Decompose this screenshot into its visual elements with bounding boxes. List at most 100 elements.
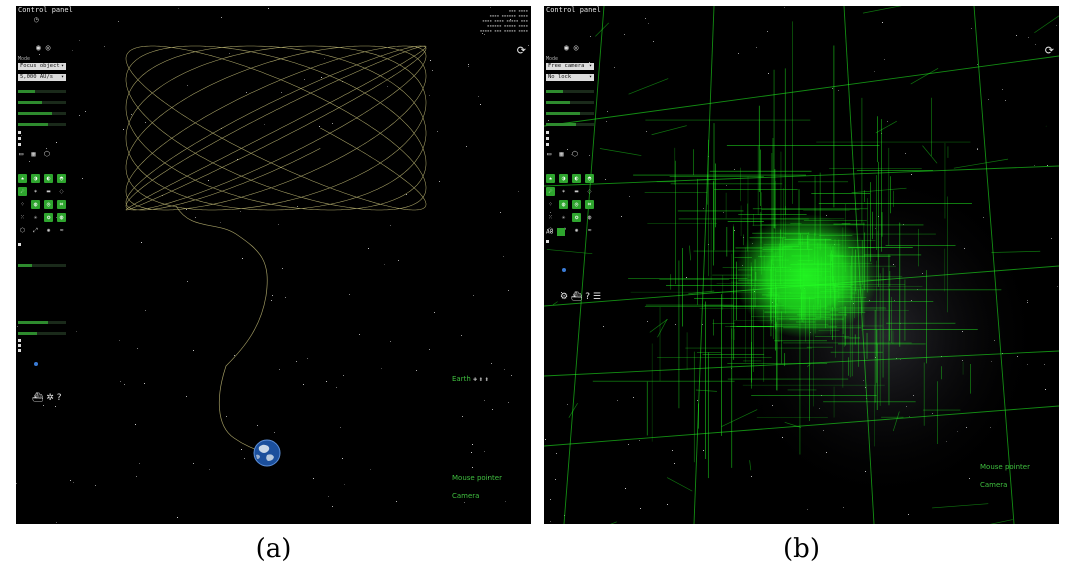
star-dot [463,501,465,503]
checkbox[interactable] [18,136,23,143]
star-dot [138,462,140,464]
effects-icon[interactable]: ✺ [574,227,579,234]
bottom-toolbar[interactable]: ⚙ ⛴ ? ☰ [560,292,601,302]
toolbar-icons[interactable]: ▭ ▦ ⬡ [19,150,52,158]
focus-icons[interactable]: ✚ ⬍ ⬍ [473,377,489,383]
clock-icon[interactable]: ◷ [34,15,39,24]
star-icon[interactable]: ★ [18,174,27,183]
asteroid-icon[interactable]: ☄ [18,187,27,196]
comet-icon[interactable]: ✶ [33,188,38,195]
octree-edge [552,301,558,306]
milkyway-icon[interactable]: ◍ [57,213,66,222]
grid-icon[interactable]: ⌗ [585,200,594,209]
checkbox[interactable] [18,142,23,149]
moon-icon[interactable]: ◐ [44,174,53,183]
turn-speed-slider[interactable] [18,123,66,126]
star-dot [623,33,625,35]
galaxy-icon[interactable]: ◍ [559,200,568,209]
checkbox[interactable] [18,242,23,249]
checkbox[interactable] [18,343,23,350]
mode-select[interactable]: Free camera ▾ [546,63,594,70]
milkyway-icon[interactable]: ◍ [587,214,592,221]
field-of-view-slider[interactable] [18,90,66,93]
checkbox[interactable] [546,142,551,149]
label-icon[interactable]: ▬ [574,188,579,195]
mode-select-value: Focus object [20,63,60,69]
octree-edge [657,319,668,338]
planet-icon[interactable]: ◑ [31,174,40,183]
star-dot [605,120,607,122]
camera-controls-icons[interactable]: ◉ ◎ [36,43,51,52]
galaxy-icon[interactable]: ◍ [31,200,40,209]
refresh-icon[interactable]: ⟳ [1044,44,1054,57]
octree-toggle-icon[interactable] [556,228,565,236]
boundaries-icon[interactable]: ❂ [44,213,53,222]
rotation-speed-slider[interactable] [18,112,66,115]
refresh-icon[interactable]: ⟳ [516,44,526,57]
checkbox[interactable] [18,338,23,345]
meshes-icon[interactable]: ⬡ [547,227,554,234]
bloom-slider[interactable] [18,332,66,335]
label-icon[interactable]: ▬ [46,188,51,195]
checkbox[interactable] [18,348,23,355]
clouds-icon[interactable]: ≈ [59,227,64,234]
camera-controls-icons[interactable]: ◉ ◎ [564,43,579,52]
ab-label[interactable]: A8 [546,228,565,236]
effects-icon[interactable]: ✺ [46,227,51,234]
orbit-icon[interactable]: ◌ [59,188,64,195]
star-dot [652,40,654,42]
nebula-icon[interactable]: ◎ [44,200,53,209]
satellite-icon[interactable]: ◓ [585,174,594,183]
star-icon[interactable]: ★ [546,174,555,183]
star-dot [783,6,785,8]
grid-icon[interactable]: ⌗ [57,200,66,209]
camera-speed-slider[interactable] [18,101,66,104]
field-of-view-slider[interactable] [546,90,594,93]
moon-icon[interactable]: ◐ [572,174,581,183]
constellation-icon[interactable]: ✳ [561,214,566,221]
checkbox[interactable] [546,136,551,143]
cluster-icon[interactable]: ⁘ [547,201,554,208]
planet-icon[interactable]: ◑ [559,174,568,183]
star-dot [742,237,744,239]
particles-icon[interactable]: ⁙ [547,214,554,221]
star-dot [1028,36,1030,38]
orbit-icon[interactable]: ◌ [587,188,592,195]
satellite-icon[interactable]: ◓ [57,174,66,183]
octree-edge [862,6,902,14]
nebula-icon[interactable]: ◎ [572,200,581,209]
constellation-icon[interactable]: ✳ [33,214,38,221]
asteroid-icon[interactable]: ☄ [546,187,555,196]
star-dot [225,416,227,418]
checkbox[interactable] [18,130,23,137]
checkbox[interactable] [546,239,551,246]
star-brightness-slider[interactable] [18,264,66,267]
boundaries-icon[interactable]: ❂ [572,213,581,222]
star-dot [118,340,120,342]
comet-icon[interactable]: ✶ [561,188,566,195]
toggle-indicator[interactable] [34,362,38,366]
toggle-indicator[interactable] [562,268,566,272]
rotation-speed-slider[interactable] [546,112,594,115]
speed-select[interactable]: 5,000 AU/s ▾ [18,74,66,81]
clouds-icon[interactable]: ≈ [587,227,592,234]
lock-select[interactable]: No lock ▾ [546,74,594,81]
axes-icon[interactable]: ⤢ [33,227,38,234]
checkbox[interactable] [546,130,551,137]
mode-select-value: Free camera [548,63,585,69]
meshes-icon[interactable]: ⬡ [19,227,26,234]
mode-select[interactable]: Focus object ▾ [18,63,66,70]
star-dot [632,397,634,399]
bottom-toolbar[interactable]: ⛴ ✲ ? [32,393,62,403]
star-dot [241,448,242,450]
cluster-icon[interactable]: ⁘ [19,201,26,208]
toolbar-icons[interactable]: ▭ ▦ ⬡ [547,150,580,158]
star-dot [220,17,222,19]
camera-speed-slider[interactable] [546,101,594,104]
ambient-slider[interactable] [18,321,66,324]
particles-icon[interactable]: ⁙ [19,214,26,221]
star-dot [629,195,631,197]
turn-speed-slider[interactable] [546,123,594,126]
star-dot [478,95,480,97]
star-dot [396,500,398,502]
